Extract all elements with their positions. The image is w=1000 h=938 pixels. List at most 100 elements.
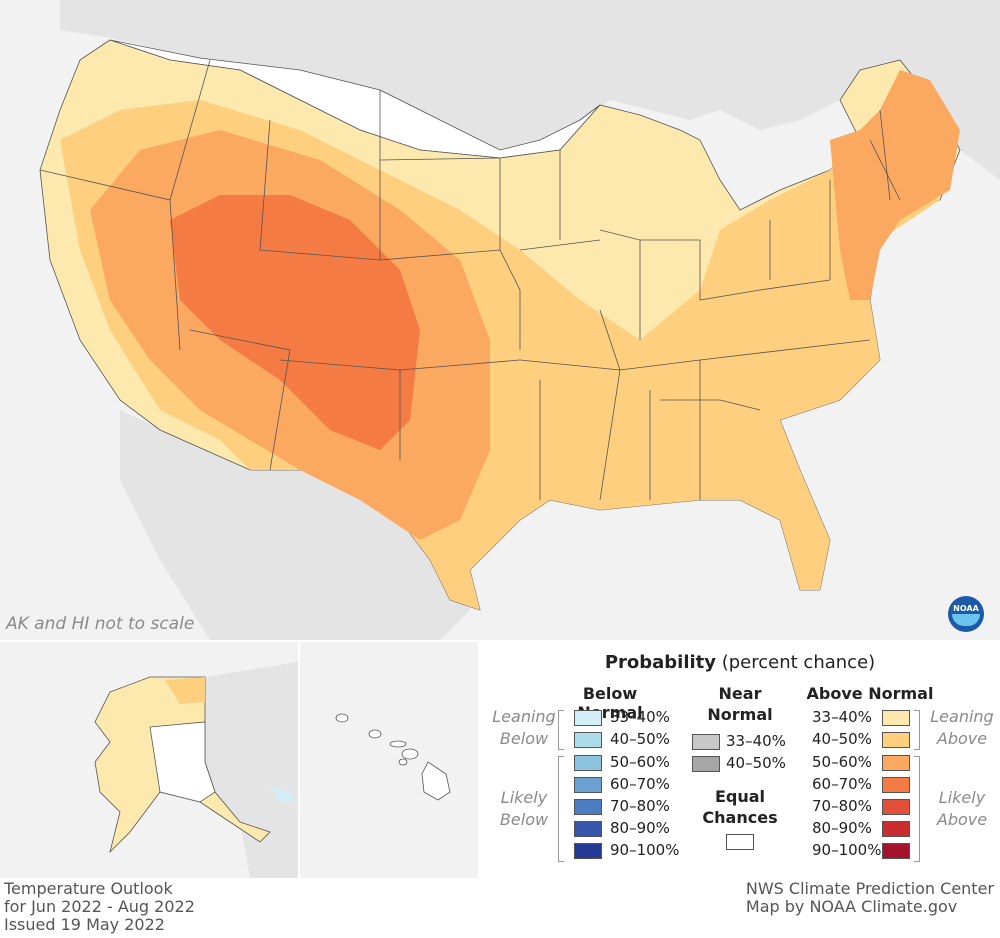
likely-above-line1: Likely bbox=[938, 788, 986, 807]
legend-swatch bbox=[574, 843, 602, 859]
above-normal-list: 33–40% 40–50% 50–60% 60–70% 70–80% 80–90… bbox=[810, 706, 920, 861]
legend-swatch bbox=[574, 732, 602, 748]
legend-swatch bbox=[882, 821, 910, 837]
legend-item: 70–80% bbox=[570, 795, 690, 817]
legend-item: 90–100% bbox=[570, 839, 690, 861]
alaska-equal-chances-region bbox=[149, 721, 216, 803]
likely-below-line2: Below bbox=[499, 810, 549, 829]
likely-below-line1: Likely bbox=[500, 788, 548, 807]
legend-title: Probability (percent chance) bbox=[480, 652, 1000, 673]
legend-item-label: 33–40% bbox=[726, 732, 786, 750]
hawaii-inset-map bbox=[300, 642, 478, 878]
leaning-below-line2: Below bbox=[499, 729, 549, 748]
likely-above-line2: Above bbox=[936, 810, 988, 829]
legend-item: 80–90% bbox=[810, 817, 920, 839]
legend-item-label: 40–50% bbox=[812, 730, 872, 748]
credit-line1: NWS Climate Prediction Center bbox=[745, 879, 994, 898]
conus-map bbox=[0, 0, 1000, 640]
legend-item-label: 40–50% bbox=[726, 754, 786, 772]
likely-above-bracket bbox=[914, 756, 920, 862]
legend-swatch bbox=[882, 777, 910, 793]
legend-item-label: 50–60% bbox=[610, 753, 670, 771]
legend-swatch bbox=[882, 799, 910, 815]
alaska-inset-map bbox=[0, 642, 298, 878]
above-normal-header: Above Normal bbox=[806, 684, 934, 703]
caption-line1: Temperature Outlook bbox=[4, 879, 173, 898]
legend-item: 33–40% bbox=[570, 706, 690, 728]
noaa-logo-wave bbox=[952, 614, 980, 626]
legend-item: 33–40% bbox=[810, 706, 920, 728]
alaska-below-33-region bbox=[270, 787, 295, 802]
noaa-logo-text: NOAA bbox=[953, 604, 979, 613]
legend-title-bold: Probability bbox=[604, 652, 717, 673]
legend-swatch bbox=[574, 821, 602, 837]
legend-item: 60–70% bbox=[810, 773, 920, 795]
legend-swatch bbox=[692, 756, 720, 772]
legend-swatch bbox=[882, 755, 910, 771]
legend-item-label: 80–90% bbox=[812, 819, 872, 837]
legend-item: 90–100% bbox=[810, 839, 920, 861]
legend-item-label: 60–70% bbox=[610, 775, 670, 793]
likely-below-label: Likely Below bbox=[482, 787, 566, 831]
legend-item: 40–50% bbox=[690, 752, 800, 774]
equal-chances-header-2: Chances bbox=[702, 808, 778, 827]
legend-swatch bbox=[882, 732, 910, 748]
canada-yukon-land bbox=[205, 662, 298, 878]
legend-swatch bbox=[574, 777, 602, 793]
state-borders bbox=[39, 59, 901, 501]
legend-item-label: 40–50% bbox=[610, 730, 670, 748]
legend-swatch bbox=[574, 799, 602, 815]
legend-item: 40–50% bbox=[810, 728, 920, 750]
caption-line3: Issued 19 May 2022 bbox=[4, 915, 165, 934]
northeast-above-50-region bbox=[830, 70, 960, 300]
legend-item: 50–60% bbox=[810, 751, 920, 773]
legend-item-label: 80–90% bbox=[610, 819, 670, 837]
leaning-above-label: Leaning Above bbox=[920, 706, 1000, 750]
us-above-60-region bbox=[170, 195, 420, 450]
leaning-above-line2: Above bbox=[936, 729, 988, 748]
noaa-logo: NOAA bbox=[948, 596, 984, 632]
legend-swatch bbox=[882, 710, 910, 726]
below-normal-list: 33–40% 40–50% 50–60% 60–70% 70–80% 80–90… bbox=[570, 706, 690, 861]
legend-item: 33–40% bbox=[690, 730, 800, 752]
leaning-above-line1: Leaning bbox=[930, 707, 994, 726]
leaning-above-bracket bbox=[914, 710, 920, 750]
legend-item-label: 33–40% bbox=[812, 708, 872, 726]
legend-swatch bbox=[882, 843, 910, 859]
equal-chances-swatch bbox=[726, 834, 754, 850]
legend-item: 70–80% bbox=[810, 795, 920, 817]
legend-item-label: 70–80% bbox=[812, 797, 872, 815]
legend-swatch bbox=[574, 710, 602, 726]
legend-item-label: 60–70% bbox=[812, 775, 872, 793]
near-normal-list: 33–40% 40–50% bbox=[690, 730, 800, 774]
legend-item-label: 33–40% bbox=[610, 708, 670, 726]
legend-item: 60–70% bbox=[570, 773, 690, 795]
leaning-below-label: Leaning Below bbox=[482, 706, 566, 750]
scale-note: AK and HI not to scale bbox=[6, 614, 195, 634]
hawaii-islands bbox=[335, 713, 451, 801]
legend-item: 80–90% bbox=[570, 817, 690, 839]
credit-caption: NWS Climate Prediction Center Map by NOA… bbox=[746, 880, 994, 916]
likely-below-bracket bbox=[558, 756, 564, 862]
leaning-below-line1: Leaning bbox=[492, 707, 556, 726]
near-normal-header-2: Normal bbox=[707, 705, 773, 724]
mexico-land bbox=[120, 410, 470, 640]
legend-title-rest: (percent chance) bbox=[716, 652, 876, 673]
legend-swatch bbox=[692, 734, 720, 750]
likely-above-label: Likely Above bbox=[920, 787, 1000, 831]
canada-land bbox=[60, 0, 1000, 180]
legend-item-label: 90–100% bbox=[812, 841, 882, 859]
equal-chances-header-1: Equal bbox=[714, 787, 766, 806]
legend-item-label: 70–80% bbox=[610, 797, 670, 815]
caption-line2: for Jun 2022 - Aug 2022 bbox=[4, 897, 195, 916]
leaning-below-bracket bbox=[558, 710, 564, 750]
legend-item-label: 50–60% bbox=[812, 753, 872, 771]
outlook-caption: Temperature Outlook for Jun 2022 - Aug 2… bbox=[4, 880, 195, 934]
legend-item: 50–60% bbox=[570, 751, 690, 773]
legend-item: 40–50% bbox=[570, 728, 690, 750]
legend-swatch bbox=[574, 755, 602, 771]
credit-line2: Map by NOAA Climate.gov bbox=[745, 897, 958, 916]
legend-panel: Probability (percent chance) Below Norma… bbox=[480, 642, 1000, 878]
near-normal-header-1: Near bbox=[718, 684, 762, 703]
alaska-above-40-region bbox=[165, 677, 205, 704]
